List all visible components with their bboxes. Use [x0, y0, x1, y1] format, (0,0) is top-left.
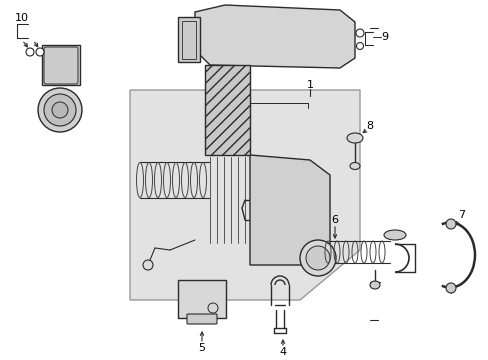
Ellipse shape — [346, 133, 362, 143]
Bar — [182, 21, 196, 59]
Text: 5: 5 — [198, 343, 205, 353]
Text: 3: 3 — [218, 103, 225, 113]
FancyBboxPatch shape — [178, 280, 225, 318]
Circle shape — [38, 88, 82, 132]
Circle shape — [356, 42, 363, 50]
Text: 2: 2 — [231, 88, 238, 98]
Circle shape — [299, 240, 335, 276]
Circle shape — [26, 48, 34, 56]
FancyBboxPatch shape — [186, 314, 217, 324]
Text: 9: 9 — [381, 32, 388, 42]
Circle shape — [52, 102, 68, 118]
Bar — [178, 17, 200, 62]
Ellipse shape — [383, 230, 405, 240]
Text: 4: 4 — [279, 347, 286, 357]
Text: 1: 1 — [306, 80, 313, 90]
Circle shape — [142, 260, 153, 270]
FancyBboxPatch shape — [44, 47, 78, 84]
Circle shape — [445, 283, 455, 293]
Polygon shape — [195, 5, 354, 68]
Circle shape — [36, 48, 44, 56]
Circle shape — [305, 246, 329, 270]
Text: 6: 6 — [331, 215, 338, 225]
Text: 7: 7 — [458, 210, 465, 220]
Bar — [204, 65, 249, 155]
FancyBboxPatch shape — [42, 45, 80, 85]
Ellipse shape — [349, 162, 359, 170]
Circle shape — [355, 29, 363, 37]
Circle shape — [445, 219, 455, 229]
Polygon shape — [130, 90, 359, 300]
Circle shape — [44, 94, 76, 126]
Text: 10: 10 — [15, 13, 29, 23]
Polygon shape — [249, 155, 329, 265]
Ellipse shape — [369, 281, 379, 289]
Text: 8: 8 — [366, 121, 373, 131]
